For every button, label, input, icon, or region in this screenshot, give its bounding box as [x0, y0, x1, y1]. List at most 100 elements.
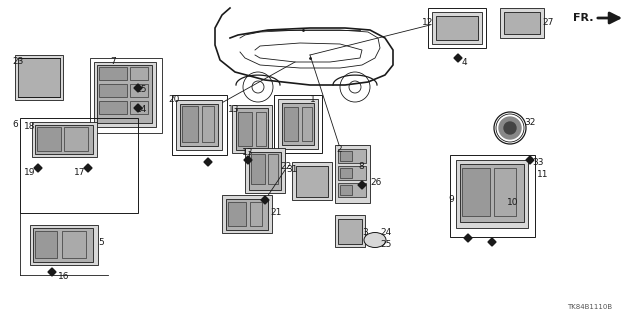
Bar — [130, 67, 148, 80]
Bar — [256, 112, 266, 146]
Text: 11: 11 — [537, 170, 548, 179]
Text: 12: 12 — [422, 18, 433, 27]
Bar — [302, 107, 312, 141]
Bar — [99, 67, 127, 80]
Bar — [64, 127, 88, 151]
Bar — [340, 168, 352, 178]
Bar — [99, 84, 127, 97]
Polygon shape — [134, 104, 142, 112]
Text: 19: 19 — [24, 168, 35, 177]
Bar — [94, 62, 156, 127]
Bar — [278, 99, 318, 149]
Bar — [172, 95, 227, 155]
Bar — [504, 12, 540, 34]
Bar — [90, 58, 162, 133]
Bar — [62, 231, 86, 258]
Text: 26: 26 — [370, 178, 381, 187]
Polygon shape — [204, 158, 212, 166]
Bar — [222, 195, 272, 233]
Bar — [35, 231, 57, 258]
Text: 21: 21 — [270, 208, 282, 217]
Text: 3: 3 — [362, 228, 368, 237]
Text: 2: 2 — [336, 145, 342, 154]
Bar — [250, 202, 262, 226]
Text: 9: 9 — [448, 195, 454, 204]
Text: 22: 22 — [280, 162, 291, 171]
Polygon shape — [261, 196, 269, 204]
Polygon shape — [34, 164, 42, 172]
Bar — [284, 107, 298, 141]
Bar — [99, 101, 127, 114]
Bar — [340, 185, 352, 195]
Bar — [15, 55, 63, 100]
Bar — [30, 225, 98, 265]
Bar — [338, 219, 362, 244]
Bar — [340, 151, 352, 161]
Circle shape — [504, 122, 516, 134]
Bar — [35, 125, 93, 154]
Polygon shape — [48, 268, 56, 276]
Bar — [130, 84, 148, 97]
Bar — [335, 145, 370, 203]
Polygon shape — [134, 84, 142, 92]
Bar — [292, 162, 332, 200]
Polygon shape — [358, 181, 366, 189]
Bar — [335, 215, 365, 247]
Bar — [33, 228, 93, 262]
Ellipse shape — [364, 233, 386, 247]
Bar — [428, 8, 486, 48]
Text: 32: 32 — [524, 118, 536, 127]
Polygon shape — [454, 54, 462, 62]
Bar — [37, 127, 61, 151]
Text: 25: 25 — [380, 240, 392, 249]
Bar — [20, 118, 138, 213]
Text: 23: 23 — [12, 57, 24, 66]
Bar — [249, 152, 281, 190]
Text: 13: 13 — [242, 148, 253, 157]
Text: 5: 5 — [98, 238, 104, 247]
Bar — [238, 112, 252, 146]
Text: 18: 18 — [24, 122, 35, 131]
Text: 10: 10 — [507, 198, 518, 207]
Polygon shape — [526, 156, 534, 164]
Bar — [500, 8, 544, 38]
Bar — [176, 100, 222, 150]
Bar — [338, 166, 366, 180]
Bar — [251, 154, 265, 184]
Bar — [338, 183, 366, 197]
Bar — [202, 106, 214, 142]
Text: 27: 27 — [542, 18, 554, 27]
Text: 15: 15 — [136, 85, 147, 94]
Polygon shape — [488, 238, 496, 246]
Polygon shape — [464, 234, 472, 242]
Bar — [232, 105, 272, 153]
Bar — [236, 108, 268, 150]
Bar — [436, 16, 478, 40]
Text: 8: 8 — [358, 162, 364, 171]
Bar — [180, 104, 218, 146]
Bar — [226, 199, 268, 230]
Bar — [338, 149, 366, 163]
Bar — [97, 65, 152, 123]
Text: 20: 20 — [168, 95, 179, 104]
Text: 24: 24 — [380, 228, 391, 237]
Text: 4: 4 — [462, 58, 468, 67]
Text: FR.: FR. — [573, 13, 594, 23]
Bar — [432, 12, 482, 44]
Bar — [245, 148, 285, 193]
Bar — [130, 101, 148, 114]
Text: 1: 1 — [310, 95, 316, 104]
Bar — [32, 122, 97, 157]
Bar — [462, 168, 490, 216]
Circle shape — [499, 117, 521, 139]
Text: 33: 33 — [532, 158, 543, 167]
Bar — [182, 106, 198, 142]
Text: 31: 31 — [286, 165, 298, 174]
Polygon shape — [244, 156, 252, 164]
Bar — [460, 164, 524, 222]
Bar — [268, 154, 278, 184]
Bar — [456, 160, 528, 228]
Bar — [18, 58, 60, 97]
Text: 7: 7 — [110, 57, 116, 66]
Text: 13: 13 — [228, 105, 239, 114]
